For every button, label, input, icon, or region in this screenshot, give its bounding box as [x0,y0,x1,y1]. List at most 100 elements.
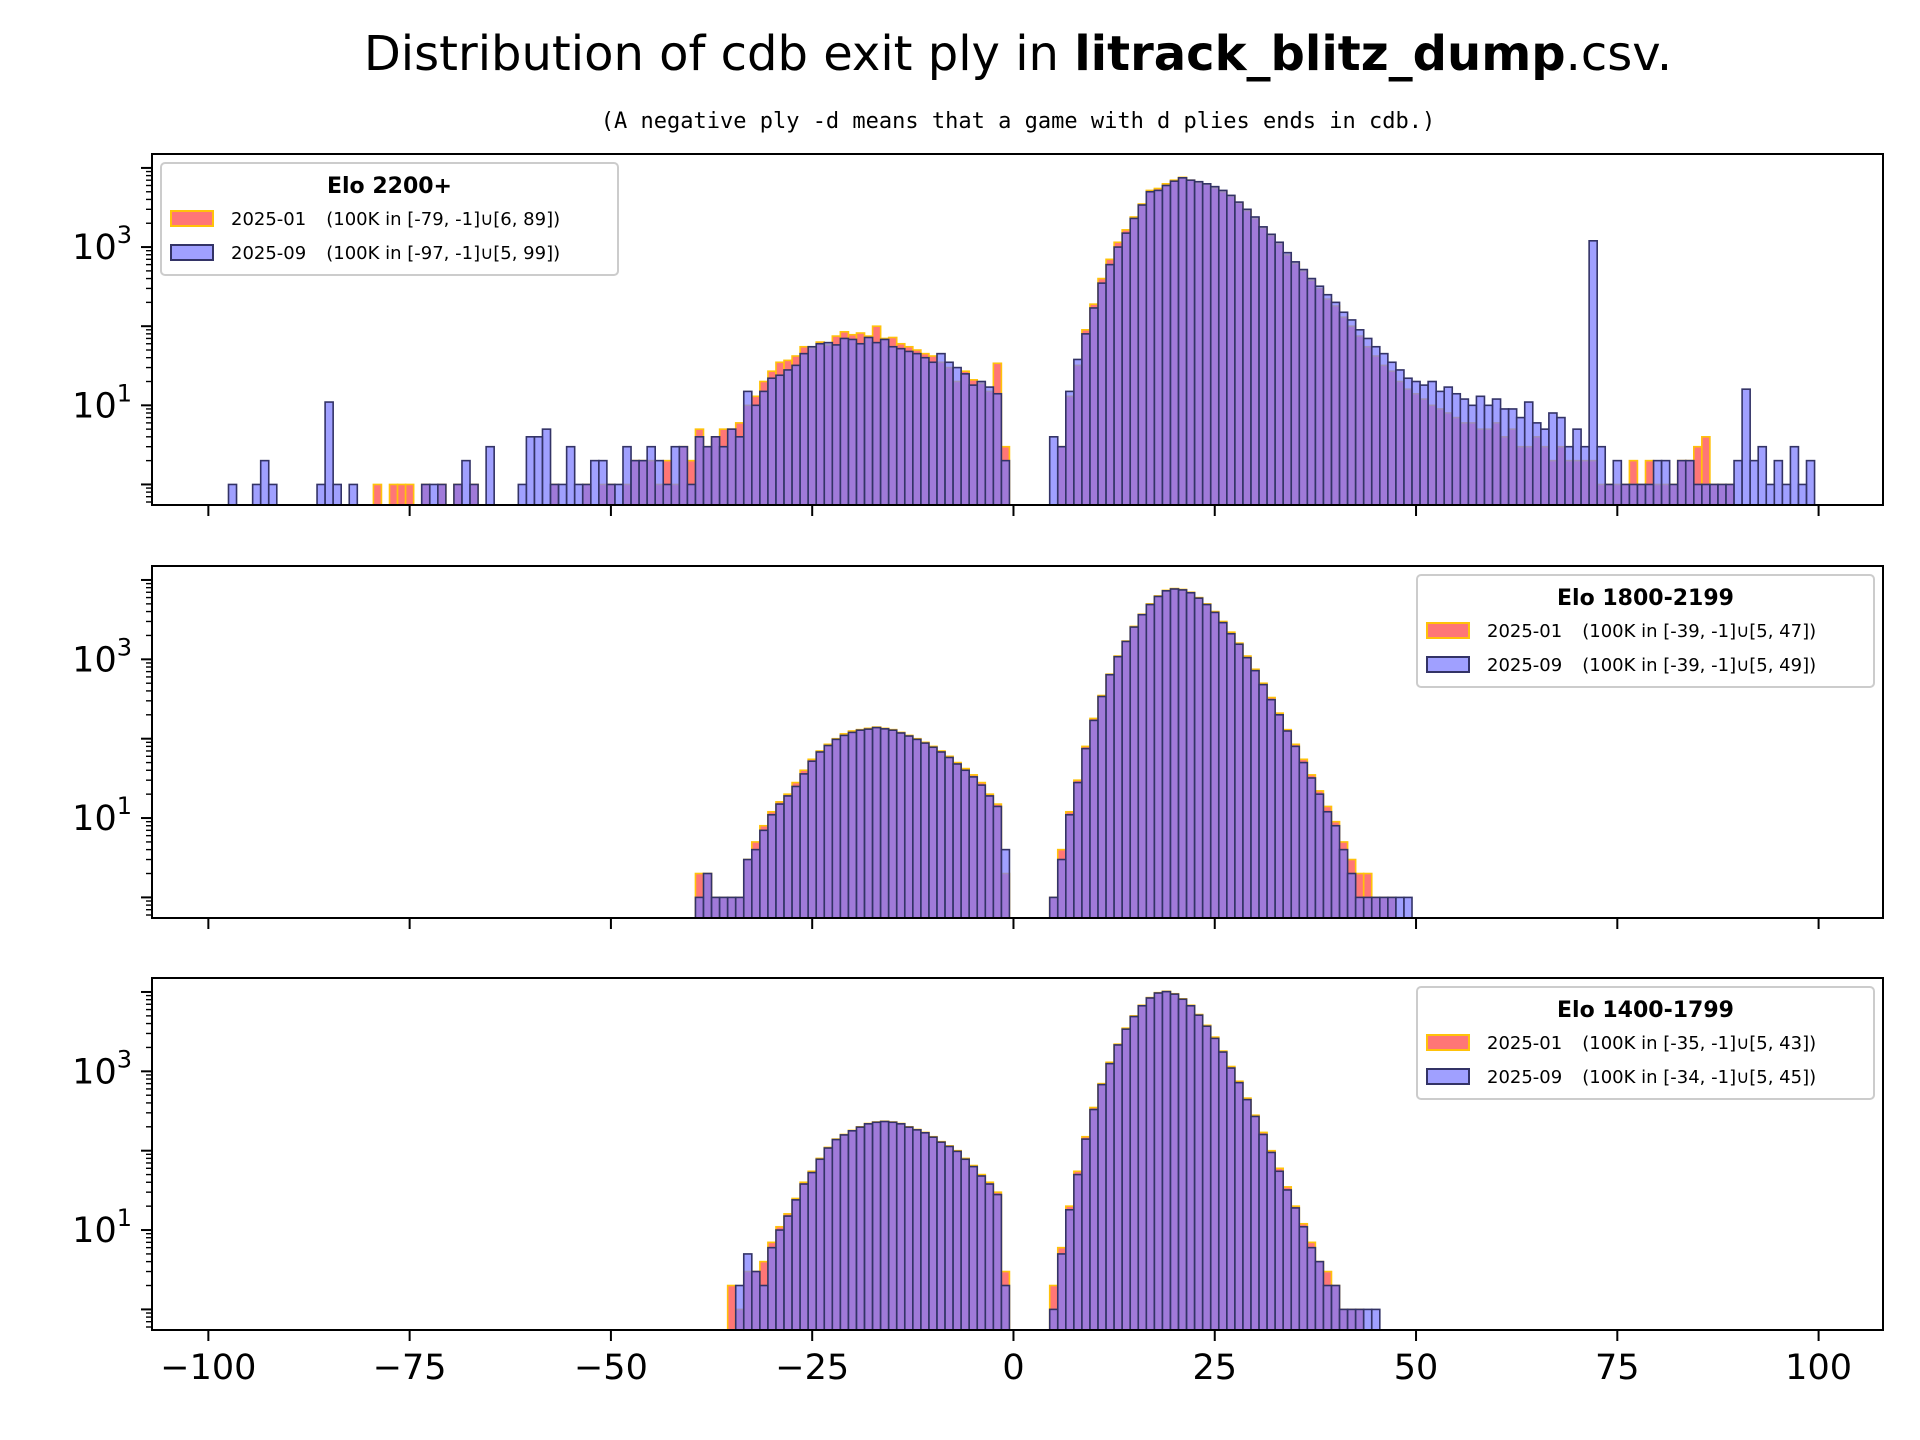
bar [1290,1207,1301,1331]
legend-series-name: 2025-09 [231,243,306,264]
bar [726,428,737,506]
bar [1209,611,1220,919]
bar [1556,416,1566,506]
bar [863,336,874,506]
bar [928,1136,938,1331]
bar [976,1175,987,1331]
bar [1097,1083,1107,1331]
legend-series-name: 2025-09 [1487,1067,1562,1088]
bar [1258,1133,1268,1331]
bar [807,345,818,506]
bar [1564,445,1574,506]
bar [807,760,818,919]
bar [1000,1284,1011,1331]
bar [1620,483,1631,506]
bar [960,769,970,919]
bar [1757,445,1768,506]
bar [1153,595,1164,919]
bar [1290,261,1301,506]
bar [807,1171,818,1331]
bar [823,744,834,919]
bar [847,731,858,919]
bar [565,445,576,506]
bar [267,483,278,506]
bar [823,1147,834,1331]
bar [952,366,962,506]
bar [1306,777,1317,919]
bar [952,763,962,919]
bar [855,342,866,506]
bar [1612,459,1623,506]
bar [1234,1081,1244,1331]
bar [1483,404,1494,506]
bar [984,386,995,506]
bar [920,742,930,919]
bar [992,805,1003,919]
bar [1209,185,1220,506]
bar [1209,1037,1220,1331]
y-tick-label: 103 [72,1045,132,1092]
bar [1451,392,1462,506]
bar [1000,848,1011,919]
bar [485,445,495,506]
bar [1065,813,1075,919]
legend: Elo 2200+ 2025-01 (100K in [-79, -1]∪[6, 8… [160,162,619,276]
bar [1073,358,1083,506]
bar [1805,459,1816,506]
bar [1370,345,1381,506]
bar [1660,459,1671,506]
bar [976,380,987,506]
bar [1250,669,1260,919]
bar [960,373,970,506]
bar [928,361,938,506]
bar [622,445,632,506]
y-tick-label: 103 [72,221,132,268]
bar [831,344,842,506]
bar [767,377,777,506]
bar [581,483,592,506]
bar [1113,655,1123,919]
legend-series-detail: (100K in [-34, -1]∪[5, 45]) [1582,1067,1816,1088]
bar [533,436,544,506]
bar [1185,1004,1196,1331]
bar [1048,436,1059,506]
legend-series-detail: (100K in [-97, -1]∪[5, 99]) [326,243,560,264]
bar [1322,1284,1333,1331]
bar [823,341,834,506]
bar [1443,386,1454,506]
bar [799,352,809,506]
bar [992,392,1003,506]
bar [469,483,479,506]
bar [815,342,826,506]
bar [1185,591,1196,919]
bar [1217,621,1228,919]
bar [767,813,777,919]
bar [1177,589,1188,919]
bar [1113,246,1123,506]
bar [646,445,657,506]
bar [541,428,552,506]
bar [1145,603,1156,919]
bar [1250,1115,1260,1331]
x-tick-label: −100 [160,1348,256,1388]
bar [855,1126,866,1331]
bar [1379,896,1389,919]
bar [1129,217,1140,506]
bar [437,483,447,506]
bar [912,738,922,919]
series-2025-09 [694,588,1413,919]
bar [751,404,761,506]
bar [895,732,906,919]
x-tick-label: 50 [1394,1348,1439,1388]
bar [1362,1308,1373,1331]
bar [1177,177,1188,506]
bar [1684,459,1695,506]
bar [1467,404,1478,506]
bar [1048,1308,1059,1331]
bar [944,361,954,506]
bar [1089,307,1099,506]
bar [259,459,270,506]
bar [815,1158,826,1331]
bar [1330,301,1341,506]
bar [1395,896,1405,919]
